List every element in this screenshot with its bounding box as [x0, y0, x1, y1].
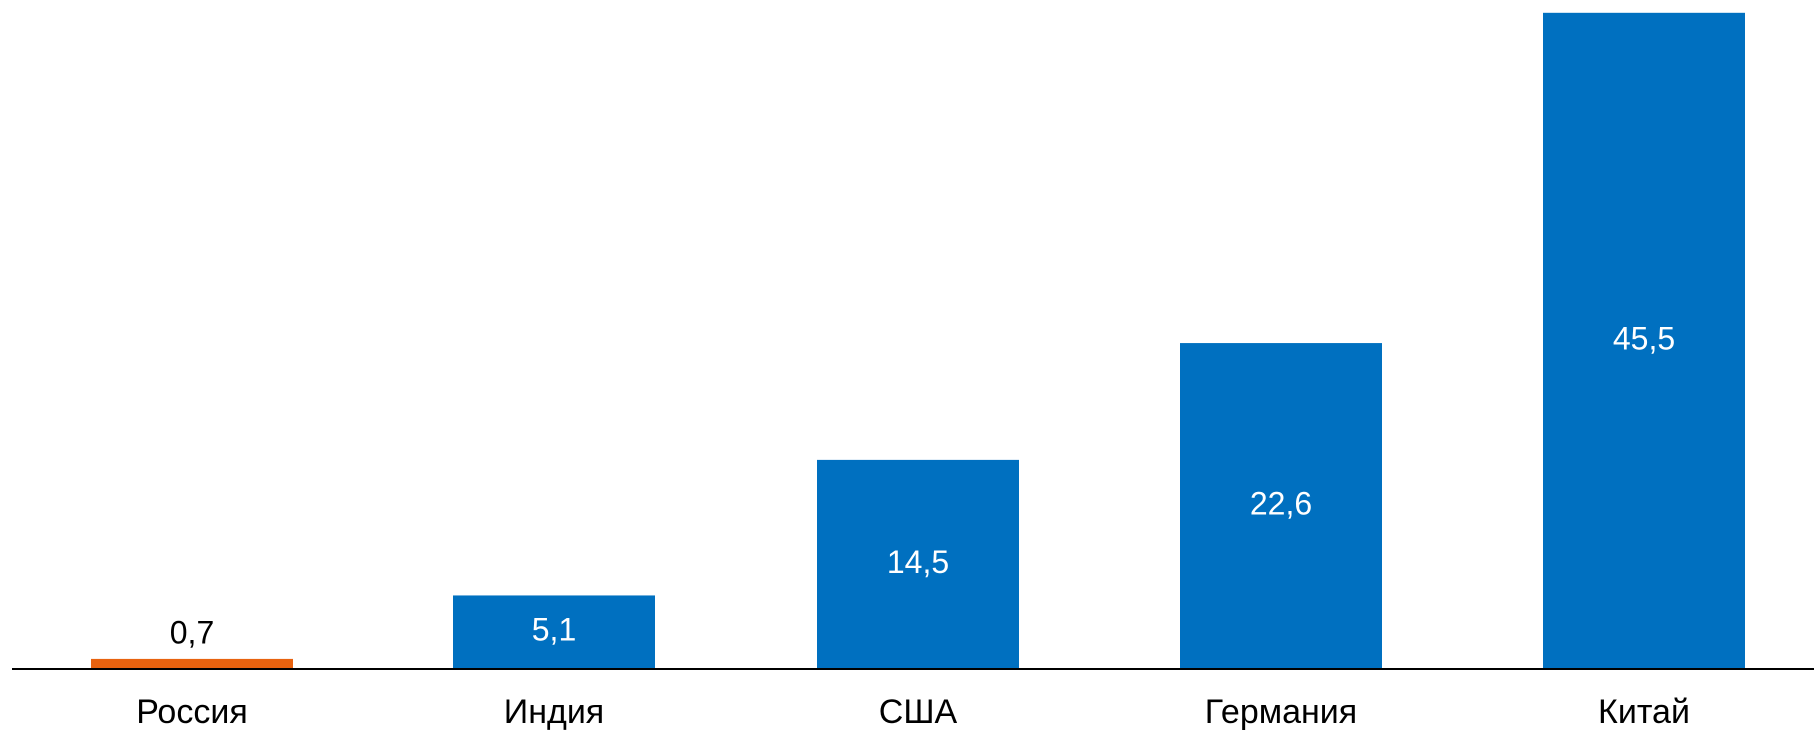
- bar: [817, 459, 1019, 669]
- x-tick-label: Индия: [504, 693, 604, 731]
- value-label: 5,1: [532, 612, 576, 648]
- x-tick-label: Россия: [136, 693, 248, 731]
- value-label: 14,5: [887, 544, 949, 580]
- value-label: 0,7: [170, 614, 214, 650]
- value-label: 45,5: [1613, 320, 1675, 356]
- x-tick-label: США: [879, 693, 958, 731]
- bar: [91, 658, 293, 669]
- bar: [453, 595, 655, 669]
- x-tick-label: Германия: [1205, 693, 1357, 731]
- value-label: 22,6: [1250, 485, 1312, 521]
- bar: [1180, 343, 1382, 669]
- x-tick-label: Китай: [1598, 693, 1690, 731]
- bar: [1543, 12, 1745, 670]
